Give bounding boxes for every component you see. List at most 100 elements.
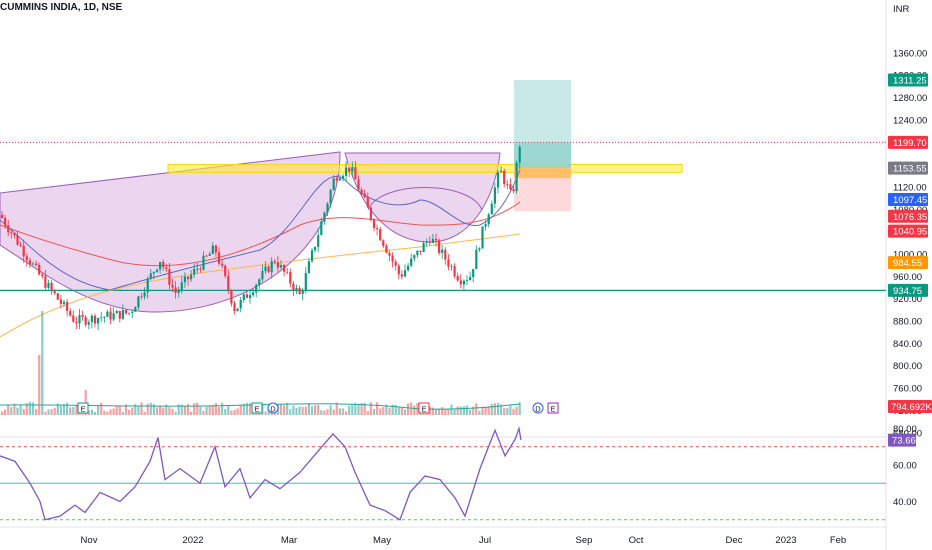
volume-bar	[410, 402, 413, 415]
candle-body	[410, 258, 413, 266]
candle-body	[273, 261, 276, 263]
candles-group	[0, 145, 521, 331]
volume-bar	[332, 409, 335, 415]
volume-bar	[329, 405, 332, 415]
candle-body	[28, 260, 31, 265]
candle-body	[202, 255, 205, 270]
event-marker: D	[532, 402, 544, 414]
volume-bar	[115, 405, 118, 415]
volume-bar	[434, 409, 438, 415]
volume-bar	[264, 411, 267, 415]
volume-bar	[87, 410, 90, 415]
volume-bar	[366, 411, 369, 415]
volume-bar	[385, 404, 388, 415]
price-tag: 1076.35	[888, 209, 928, 223]
candle-body	[149, 273, 152, 279]
candle-body	[366, 197, 369, 208]
event-marker-label: D	[535, 405, 541, 414]
candle-body	[292, 283, 295, 291]
candle-body	[180, 282, 183, 290]
volume-bar	[335, 402, 338, 415]
candle-body	[500, 170, 503, 173]
volume-bar	[193, 403, 196, 415]
candle-body	[310, 250, 314, 262]
volume-bar	[118, 406, 121, 415]
candle-body	[128, 312, 131, 314]
volume-bar	[475, 403, 478, 415]
volume-bar	[506, 407, 509, 415]
volume-bar	[230, 410, 233, 415]
price-tag: 1199.70	[888, 135, 928, 149]
candle-body	[379, 229, 382, 241]
price-tag-label: 1076.35	[893, 212, 927, 223]
volume-bar	[310, 406, 314, 415]
candle-body	[397, 265, 400, 275]
candle-body	[465, 280, 469, 281]
candle-body	[376, 227, 379, 230]
candle-body	[484, 224, 487, 227]
handle-arc	[367, 187, 483, 211]
candle-body	[211, 245, 214, 254]
candle-body	[50, 282, 53, 290]
candle-body	[103, 316, 106, 318]
candle-body	[332, 178, 335, 191]
volume-group	[0, 311, 521, 415]
candle-body	[134, 307, 137, 312]
volume-bar	[121, 411, 124, 415]
event-marker-label: E	[254, 405, 259, 414]
candle-body	[289, 272, 292, 284]
volume-bar	[503, 408, 506, 415]
candle-body	[152, 271, 155, 274]
volume-bar	[35, 409, 38, 415]
volume-bar	[19, 405, 22, 415]
volume-bar	[403, 409, 407, 415]
candle-body	[217, 252, 221, 264]
candle-body	[391, 255, 394, 262]
volume-bar	[407, 403, 410, 415]
volume-bar	[354, 402, 357, 415]
candle-body	[372, 219, 376, 228]
candle-body	[329, 190, 332, 204]
candle-body	[255, 284, 258, 293]
volume-tag-label: 794.692K	[891, 402, 932, 413]
candle-body	[224, 265, 227, 277]
price-tag: 934.75	[888, 283, 928, 297]
volume-bar	[301, 406, 304, 415]
candle-body	[354, 167, 357, 180]
candle-body	[335, 178, 338, 181]
volume-bar	[450, 404, 453, 415]
candle-body	[512, 189, 515, 192]
volume-bar	[202, 410, 205, 415]
candle-body	[16, 235, 19, 245]
volume-bar	[357, 404, 360, 415]
volume-bar	[490, 403, 493, 415]
candle-body	[323, 212, 326, 222]
candle-body	[7, 225, 10, 233]
volume-bar	[69, 407, 72, 415]
volume-bar	[47, 409, 50, 415]
volume-bar	[345, 411, 348, 415]
candle-body	[317, 235, 320, 247]
candle-body	[56, 293, 59, 300]
volume-bar	[190, 411, 193, 415]
candle-body	[93, 315, 97, 324]
volume-bar	[379, 408, 382, 415]
candle-body	[444, 249, 447, 260]
volume-bar	[196, 402, 199, 415]
volume-bar	[227, 405, 230, 415]
volume-bar	[224, 408, 227, 415]
candle-body	[155, 269, 159, 272]
candle-body	[190, 274, 193, 280]
candle-body	[431, 238, 434, 243]
volume-bar	[481, 406, 484, 415]
candle-body	[453, 266, 456, 277]
volume-bar	[438, 408, 441, 415]
candle-body	[441, 249, 444, 253]
price-tick-label: 760.00	[893, 384, 922, 395]
candle-body	[475, 249, 478, 270]
candle-body	[286, 271, 289, 273]
candle-body	[53, 289, 56, 294]
candle-body	[279, 265, 283, 268]
volume-bar	[289, 409, 292, 415]
